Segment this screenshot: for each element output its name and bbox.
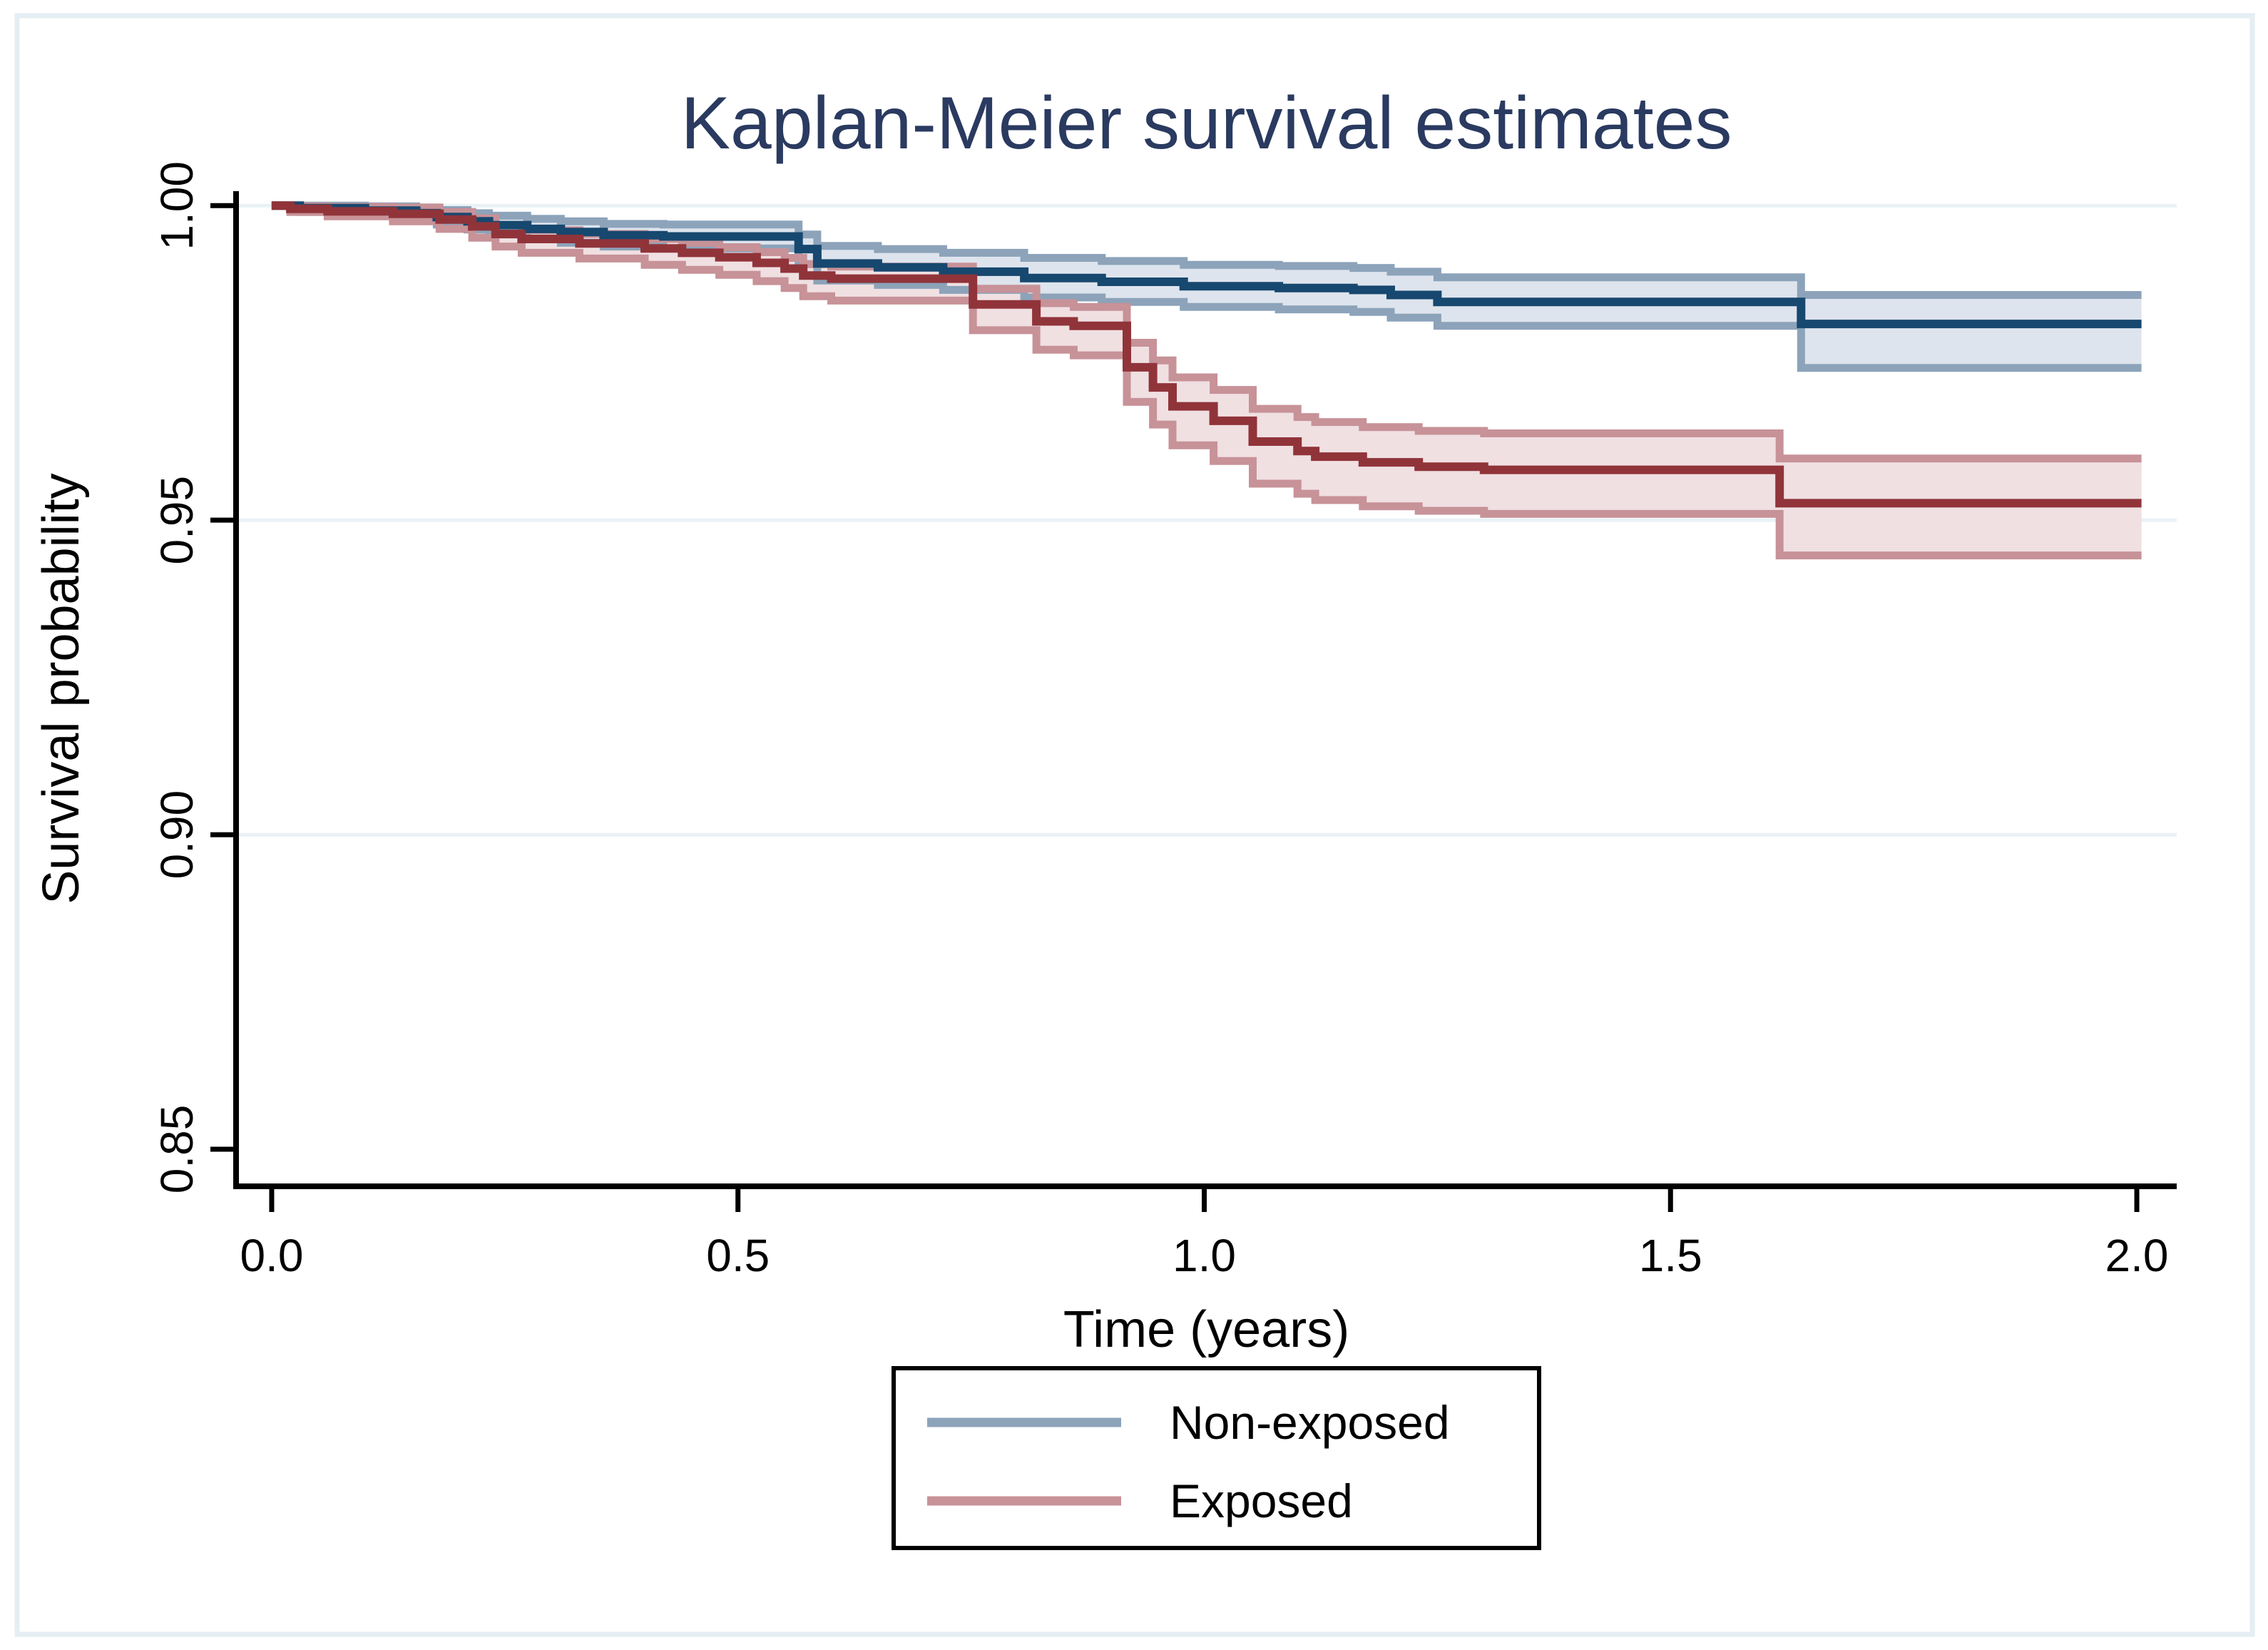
legend-label-non-exposed: Non-exposed [1170, 1396, 1450, 1449]
y-tick-label-0.95: 0.95 [151, 476, 203, 565]
chart-title: Kaplan-Meier survival estimates [681, 82, 1732, 165]
y-axis-title: Survival probability [33, 473, 90, 904]
ci-lower-exposed [271, 201, 2142, 560]
y-tick-label-1.00: 1.00 [151, 161, 203, 250]
x-tick-label-0.5: 0.5 [706, 1230, 770, 1281]
y-tick-label-0.85: 0.85 [151, 1105, 203, 1194]
x-tick-label-2.0: 2.0 [2105, 1230, 2169, 1281]
x-tick-label-1.5: 1.5 [1639, 1230, 1702, 1281]
x-tick-label-1.0: 1.0 [1173, 1230, 1236, 1281]
figure-border [14, 13, 2255, 1637]
survival-curve-exposed [271, 201, 2142, 508]
x-axis-title: Time (years) [1063, 1301, 1349, 1358]
x-tick-label-0.0: 0.0 [240, 1230, 303, 1281]
y-tick-label-0.90: 0.90 [151, 790, 203, 880]
legend-box [892, 1366, 1541, 1550]
legend-label-exposed: Exposed [1170, 1475, 1353, 1527]
